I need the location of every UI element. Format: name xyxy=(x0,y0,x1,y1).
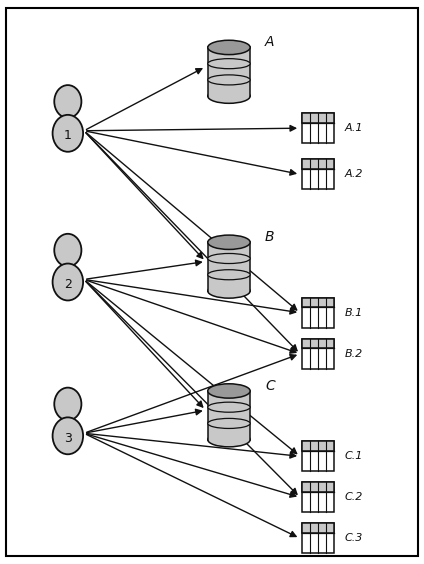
Circle shape xyxy=(54,234,81,267)
Ellipse shape xyxy=(60,419,75,430)
Polygon shape xyxy=(302,298,334,328)
Polygon shape xyxy=(302,482,334,492)
Ellipse shape xyxy=(208,89,250,103)
Text: A.1: A.1 xyxy=(344,123,363,133)
Text: 3: 3 xyxy=(64,432,72,445)
Ellipse shape xyxy=(208,384,250,398)
Ellipse shape xyxy=(60,266,75,276)
Ellipse shape xyxy=(208,433,250,447)
Text: C.3: C.3 xyxy=(344,534,363,543)
Ellipse shape xyxy=(208,253,250,263)
Ellipse shape xyxy=(208,75,250,85)
Polygon shape xyxy=(302,523,334,553)
Ellipse shape xyxy=(208,284,250,298)
Circle shape xyxy=(54,85,81,118)
Polygon shape xyxy=(302,160,334,169)
Ellipse shape xyxy=(208,402,250,412)
Circle shape xyxy=(54,387,81,420)
Polygon shape xyxy=(302,442,334,471)
Text: 1: 1 xyxy=(64,129,72,142)
Ellipse shape xyxy=(208,40,250,55)
Polygon shape xyxy=(208,47,250,96)
FancyBboxPatch shape xyxy=(6,8,418,556)
Text: 2: 2 xyxy=(64,278,72,291)
Polygon shape xyxy=(302,442,334,451)
Text: B: B xyxy=(265,230,274,244)
Ellipse shape xyxy=(53,263,83,301)
Ellipse shape xyxy=(53,417,83,454)
Polygon shape xyxy=(302,298,334,307)
Text: B.2: B.2 xyxy=(344,349,363,359)
Polygon shape xyxy=(302,113,334,143)
Polygon shape xyxy=(302,482,334,512)
Ellipse shape xyxy=(208,270,250,280)
Text: B.1: B.1 xyxy=(344,308,363,318)
Text: C.1: C.1 xyxy=(344,451,363,461)
Polygon shape xyxy=(302,339,334,369)
Text: A: A xyxy=(265,36,274,49)
Polygon shape xyxy=(302,339,334,349)
Ellipse shape xyxy=(60,117,75,128)
Text: C.2: C.2 xyxy=(344,492,363,503)
Ellipse shape xyxy=(208,59,250,69)
Ellipse shape xyxy=(53,115,83,152)
Ellipse shape xyxy=(208,418,250,429)
Text: A.2: A.2 xyxy=(344,169,363,179)
Polygon shape xyxy=(208,243,250,291)
Polygon shape xyxy=(302,160,334,189)
Polygon shape xyxy=(208,391,250,440)
Ellipse shape xyxy=(208,235,250,249)
Polygon shape xyxy=(302,113,334,123)
Polygon shape xyxy=(302,523,334,533)
Text: C: C xyxy=(265,379,275,393)
